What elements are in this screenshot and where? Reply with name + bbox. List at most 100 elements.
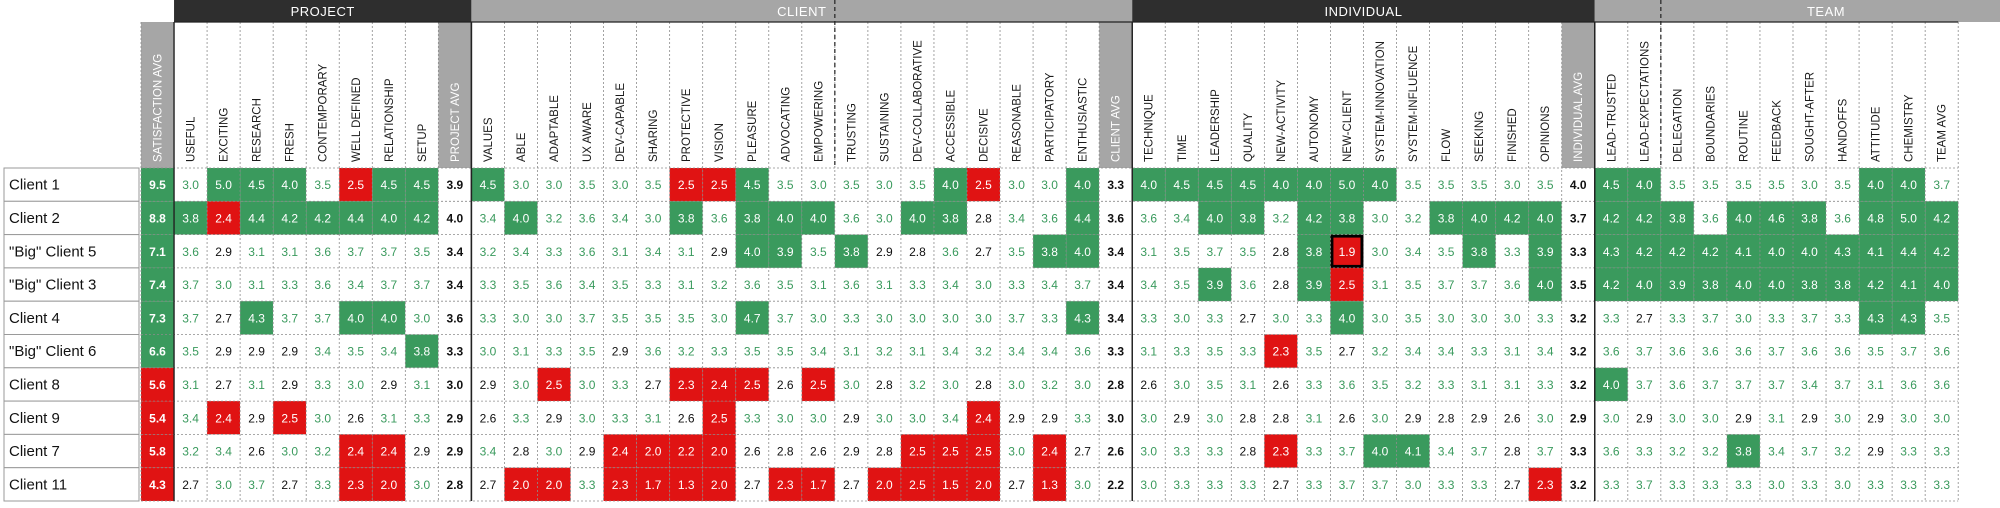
heatmap-cell: [933, 334, 967, 368]
cell-value: 3.6: [1140, 211, 1157, 225]
cell-value: 3.3: [413, 411, 430, 425]
cell-value: 2.5: [810, 378, 827, 392]
heatmap-cell: [339, 267, 373, 302]
heatmap-cell: [1297, 267, 1331, 302]
heatmap-cell: [801, 401, 835, 435]
cell-value: 4.0: [1273, 178, 1290, 192]
cell-value: 4.2: [1603, 278, 1620, 292]
cell-value: 3.8: [942, 211, 959, 225]
heatmap-cell: [1660, 168, 1694, 202]
heatmap-cell: [1495, 334, 1529, 368]
heatmap-cell: [306, 234, 340, 268]
cell-value: 3.3: [1702, 478, 1719, 492]
heatmap-cell: [1297, 234, 1331, 268]
cell-value: 3.0: [975, 278, 992, 292]
column-label: INDIVIDUAL AVG: [1573, 72, 1585, 162]
heatmap-cell: [1495, 434, 1529, 468]
row-label-cell: [3, 200, 140, 236]
cell-value: 2.6: [1273, 378, 1290, 392]
cell-value: 3.0: [579, 411, 596, 425]
heatmap-cell: [735, 367, 769, 402]
column-label: ACCESSIBLE: [945, 89, 957, 162]
heatmap-cell: [207, 168, 241, 202]
heatmap-cell: [1099, 367, 1133, 402]
heatmap-cell: [273, 401, 307, 435]
cell-value: 2.9: [1735, 411, 1752, 425]
heatmap-cell: [702, 434, 736, 468]
cell-value: 3.8: [1801, 278, 1818, 292]
cell-value: 2.4: [347, 445, 364, 459]
heatmap-cell: [372, 401, 406, 435]
cell-value: 3.1: [810, 278, 827, 292]
column-label: FLOW: [1441, 129, 1453, 162]
heatmap-cell: [1033, 234, 1067, 268]
heatmap-cell: [1033, 467, 1067, 501]
heatmap-cell: [240, 401, 274, 435]
heatmap-cell: [174, 367, 208, 402]
cell-value: 4.5: [480, 178, 497, 192]
cell-value: 2.9: [843, 445, 860, 459]
heatmap-cell: [1859, 301, 1893, 335]
cell-value: 2.4: [1041, 445, 1058, 459]
cell-value: 3.0: [1933, 411, 1950, 425]
heatmap-cell: [372, 301, 406, 335]
cell-value: 3.0: [1372, 311, 1389, 325]
heatmap-cell: [933, 168, 967, 202]
heatmap-cell: [1198, 301, 1232, 335]
column-label: NEW-ACTIVITY: [1276, 79, 1288, 162]
cell-value: 2.4: [975, 411, 992, 425]
cell-value: 2.0: [380, 478, 397, 492]
heatmap-cell: [1132, 367, 1166, 402]
heatmap-cell: [405, 201, 439, 235]
cell-value: 3.3: [1801, 478, 1818, 492]
cell-value: 3.2: [678, 345, 695, 359]
heatmap-cell: [1132, 201, 1166, 235]
heatmap-cell: [1000, 301, 1034, 335]
heatmap-cell: [834, 401, 868, 435]
heatmap-cell: [1594, 334, 1628, 368]
cell-value: 3.2: [182, 445, 199, 459]
heatmap-cell: [801, 168, 835, 202]
heatmap-cell: [1132, 401, 1166, 435]
cell-value: 3.6: [1834, 211, 1851, 225]
heatmap-cell: [240, 168, 274, 202]
column-label: EXCITING: [219, 108, 231, 162]
cell-value: 3.0: [215, 278, 232, 292]
column-label: OPINIONS: [1540, 105, 1552, 162]
cell-value: 2.9: [579, 445, 596, 459]
cell-value: 2.8: [447, 478, 464, 492]
cell-value: 2.0: [546, 478, 563, 492]
heatmap-cell: [933, 367, 967, 402]
cell-value: 3.1: [1504, 378, 1521, 392]
heatmap-cell: [1396, 234, 1430, 268]
cell-value: 2.9: [1471, 411, 1488, 425]
cell-value: 3.5: [1702, 178, 1719, 192]
heatmap-cell: [636, 334, 670, 368]
cell-value: 3.4: [1438, 445, 1455, 459]
row-label-cell: [3, 234, 140, 269]
heatmap-cell: [1231, 334, 1265, 368]
heatmap-cell: [933, 467, 967, 501]
grid-lines: [140, 0, 1959, 502]
heatmap-cell: [1066, 234, 1100, 268]
heatmap-cell: [735, 334, 769, 368]
heatmap-cell: [405, 168, 439, 202]
cell-value: 3.5: [1239, 245, 1256, 259]
heatmap-cell: [1363, 367, 1397, 402]
cell-value: 3.9: [1537, 245, 1554, 259]
cell-value: 3.0: [513, 178, 530, 192]
heatmap-cell: [735, 401, 769, 435]
group-label-client: CLIENT: [777, 4, 826, 19]
heatmap-cell: [636, 201, 670, 235]
column-label: AUTONOMY: [1309, 95, 1321, 162]
cell-value: 4.5: [248, 178, 265, 192]
heatmap-cell: [768, 467, 802, 501]
cell-value: 4.5: [380, 178, 397, 192]
row-label: Client 4: [9, 310, 60, 327]
cell-value: 2.8: [876, 378, 893, 392]
cell-value: 2.8: [1107, 378, 1124, 392]
heatmap-cell: [702, 168, 736, 202]
cell-value: 3.8: [182, 211, 199, 225]
cell-value: 3.0: [1504, 178, 1521, 192]
cell-value: 3.2: [1041, 378, 1058, 392]
